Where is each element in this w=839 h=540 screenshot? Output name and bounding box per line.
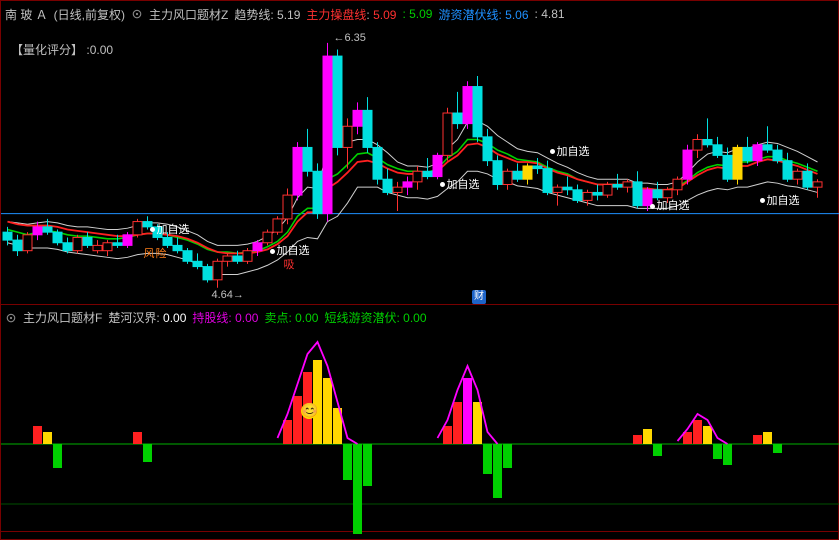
indicator-chart[interactable]	[1, 324, 839, 534]
svg-text:4.64→: 4.64→	[212, 289, 244, 301]
add-fav-marker[interactable]: 加自选	[650, 197, 690, 213]
candlestick-chart[interactable]: ←6.35 4.64→	[1, 1, 839, 301]
add-fav-marker[interactable]: 加自选	[150, 221, 190, 237]
badge-icon: 财	[472, 290, 486, 304]
add-fav-marker[interactable]: 加自选	[760, 192, 800, 208]
gear-icon[interactable]	[5, 312, 17, 324]
add-fav-marker[interactable]: 加自选	[440, 176, 480, 192]
add-fav-marker[interactable]: 加自选	[550, 143, 590, 159]
suction-label: 吸	[284, 256, 296, 272]
svg-text:←6.35: ←6.35	[334, 32, 366, 44]
smiley-icon	[301, 403, 317, 419]
risk-label: 风险	[144, 245, 168, 261]
